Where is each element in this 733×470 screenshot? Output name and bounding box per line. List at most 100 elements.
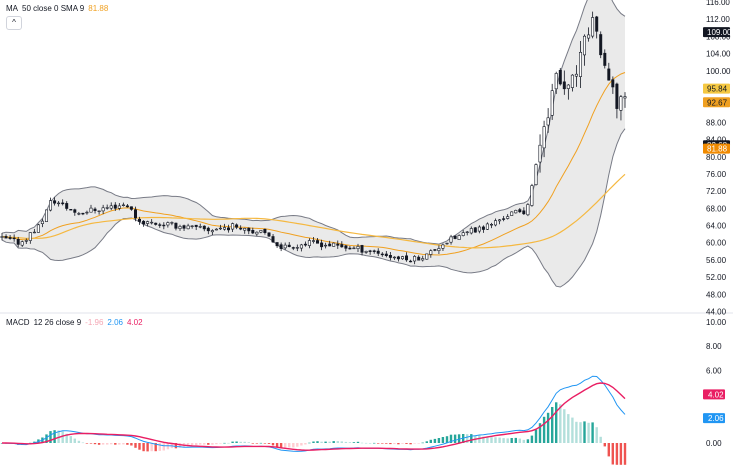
macd-histogram-bar [61,431,64,443]
macd-legend[interactable]: MACD 12 26 close 9 -1.96 2.06 4.02 [6,318,143,327]
bollinger-band-fill [2,0,625,287]
macd-histogram-bar [441,437,445,443]
macd-legend-signal: 4.02 [126,318,143,327]
candle [44,209,48,222]
candle-body [117,205,121,209]
candle-body [89,207,93,213]
candle-body [93,208,97,212]
candle-body [174,222,178,229]
macd-tick-label: 0.00 [706,439,722,448]
macd-histogram-bar [271,443,275,446]
candle [599,31,603,59]
macd-histogram-bar [292,443,295,448]
candle-body [619,96,623,111]
candle-body [582,35,586,56]
candle-body [105,207,109,209]
candle-body [239,227,243,230]
macd-histogram-bar [522,439,525,443]
candle [607,62,611,81]
candle-body [194,224,198,227]
candle [315,237,319,244]
macd-histogram-bar [255,443,259,444]
macd-histogram-bar [146,443,149,452]
candle [538,134,542,173]
macd-histogram-bar [106,443,109,445]
macd-histogram-bar [466,434,469,443]
price-tick-label: 84.00 [706,136,727,145]
macd-histogram-bar [284,443,287,448]
macd-histogram-bar [162,443,165,451]
candle-body [344,245,348,249]
candle [429,249,433,258]
candle-body [311,240,315,242]
candle [105,204,109,210]
collapse-legend-button[interactable]: ^ [6,16,22,30]
candle [81,212,85,216]
candle-body [445,242,449,245]
macd-histogram-bar [142,443,145,452]
candle-body [607,68,611,81]
macd-histogram-bar [134,443,137,448]
candle-body [28,232,32,241]
macd-histogram-bar [279,443,283,449]
candle-body [53,200,57,204]
price-tick-label: 68.00 [706,204,727,213]
candle-body [433,249,437,251]
candle-body [44,209,48,222]
candle [93,207,97,214]
macd-histogram-bar [186,443,190,447]
macd-histogram-bar [506,438,509,443]
ma-legend-params: 50 close 0 SMA 9 [22,4,85,13]
candle-body [352,247,356,250]
candle [247,227,251,235]
macd-tick-label: 6.00 [706,366,722,375]
candle-body [615,83,619,109]
candle [239,225,243,231]
candle [388,252,392,261]
macd-histogram-bar [599,436,602,443]
candle-body [562,81,566,90]
candle [546,108,550,133]
macd-histogram-bar [502,438,505,443]
candle-body [255,231,259,235]
candle [421,255,425,262]
candle [158,222,162,228]
candle [578,40,582,88]
macd-histogram-bar [397,443,400,445]
macd-histogram-bar [235,441,238,443]
candle [109,202,113,211]
macd-histogram-bar [429,439,432,443]
ma-legend[interactable]: MA 50 close 0 SMA 9 81.88 [6,4,108,13]
ma-legend-name: MA [6,4,18,13]
candle-body [231,223,235,230]
macd-histogram-bar [275,443,279,447]
macd-histogram-bar [239,441,242,443]
macd-histogram-bar [534,429,538,443]
candle [287,242,291,248]
candle-body [356,246,360,249]
candle-body [360,245,364,253]
candle-body [263,229,267,234]
candle-body [178,226,182,229]
ma-legend-value: 81.88 [88,4,109,13]
macd-histogram-bar [583,421,586,443]
candle [48,197,52,212]
candle [223,223,227,231]
candle-body [65,203,69,209]
candle [502,215,506,222]
candle-body [158,224,162,226]
candle [97,210,101,215]
macd-legend-params: 12 26 close 9 [33,318,82,327]
candle-body [190,225,194,227]
macd-histogram-bar [227,442,230,444]
candle [150,219,154,225]
candle-body [384,253,388,257]
candle-body [20,241,24,246]
candle-body [570,74,574,88]
candle-body [404,255,408,261]
macd-histogram-bar [470,434,473,443]
candle-body [81,212,85,215]
macd-legend-macd: 2.06 [107,318,123,327]
